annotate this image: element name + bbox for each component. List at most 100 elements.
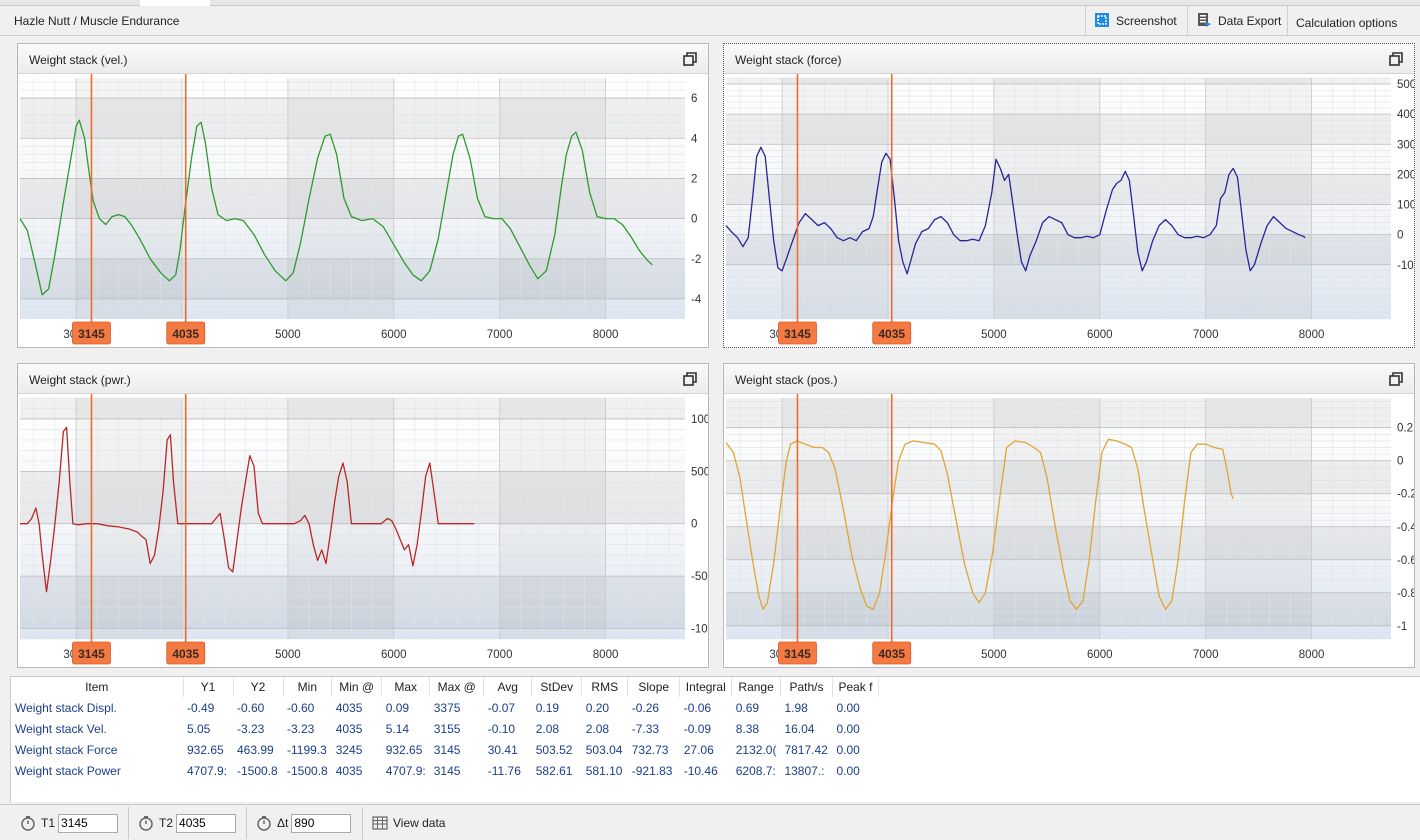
table-cell: 0.00 [836,763,860,778]
chart-pwr[interactable]: 1000050000-5000-100003000500060007000800… [18,394,708,667]
t2-input[interactable] [176,813,237,833]
column-header[interactable]: Y1 [183,677,234,697]
table-row[interactable]: Weight stack Force 932.65 463.99 -1199.3 324… [11,739,878,760]
y-tick-label: 5000 [691,466,708,478]
screenshot-label: Screenshot [1116,14,1177,28]
table-cell: -921.83 [631,763,673,778]
table-cell: 1.98 [784,700,808,715]
column-header[interactable]: Slope [627,677,681,697]
active-tab[interactable] [140,0,210,6]
divider [362,807,363,839]
table-cell: -3.23 [237,721,265,736]
table-row[interactable]: Weight stack Power 4707.9: -1500.8 -1500.8 4… [11,760,878,781]
calculation-options-button[interactable]: Calculation options [1287,6,1405,36]
cursor-tag-t1[interactable] [72,321,111,345]
column-header[interactable]: Integral [679,677,733,697]
grid-band [499,78,606,319]
table-cell: 16.04 [784,721,815,736]
column-header[interactable]: Avg [483,677,533,697]
grid-band [726,174,1391,205]
y-tick-label: -10000 [691,624,708,636]
y-tick-label: 4000 [1397,109,1414,121]
y-tick-label: -2 [691,254,701,266]
column-header[interactable]: Item [11,677,184,697]
panel-force: Weight stack (force) 5000 4000 3000 2000 100… [723,43,1415,348]
y-tick-label: 0 [691,214,697,226]
maximize-icon[interactable] [1388,51,1404,67]
table-cell: -11.76 [487,763,521,778]
column-header[interactable]: Y2 [233,677,284,697]
table-cell: -0.06 [683,700,712,715]
y-tick-label: -0.4 [1397,522,1414,534]
page-title: Hazle Nutt / Muscle Endurance [14,14,180,28]
table-cell: 2.08 [535,721,560,736]
screenshot-button[interactable]: Screenshot [1085,6,1185,36]
x-tick-label: 5000 [275,649,301,661]
maximize-icon[interactable] [1388,371,1404,387]
y-tick-label: -0.2 [1397,489,1414,501]
column-header[interactable]: Range [731,677,781,697]
y-tick-label: 0 [1397,456,1403,468]
cursor-tag-t2[interactable] [166,641,206,665]
table-row[interactable]: Weight stack Displ. -0.49 -0.60 -0.60 4035 0.… [11,697,878,718]
chart-force[interactable]: 500040003000200010000-100030005000600070… [724,74,1414,347]
dt-control: Δt [256,811,352,835]
panel-pwr: Weight stack (pwr.) 10000 5000 0 -5000 -1000… [17,363,709,668]
stopwatch-icon [139,816,153,831]
cursor-tag-t2[interactable] [166,321,206,345]
cursor-label-t2: 4035 [878,647,905,661]
table-cell: 6208.7: [735,763,776,778]
table-row[interactable]: Weight stack Vel. 5.05 -3.23 -3.23 4035 5.14 3… [11,718,878,739]
t1-input[interactable] [58,813,119,833]
column-header[interactable]: Peak f [832,677,879,697]
y-tick-label: 6 [691,93,697,105]
cursor-tag-t1[interactable] [72,641,111,665]
stopwatch-icon [257,816,271,831]
series-line [725,438,1234,610]
cursor-label-t2: 4035 [172,647,199,661]
column-header[interactable]: StDev [531,677,583,697]
table-cell: 732.73 [631,742,669,757]
maximize-icon[interactable] [682,371,698,387]
table-cell: -0.07 [487,700,516,715]
column-header[interactable]: Path/s [780,677,833,697]
cursor-tag-t1[interactable] [778,641,817,665]
column-header[interactable]: Min @ [331,677,383,697]
table-icon [372,816,388,830]
plot-area [726,398,1391,639]
column-header[interactable]: Max [381,677,431,697]
data-export-icon [1196,12,1212,31]
x-tick-label: 8000 [593,649,619,661]
table-cell: 3245 [335,742,363,757]
table-cell: 3145 [433,742,461,757]
series-line [19,119,653,296]
panel-pos: Weight stack (pos.) 0.2 0 -0.2 -0.4 -0.6 -0.8… [723,363,1415,668]
column-header[interactable]: Max @ [429,677,485,697]
y-tick-label: -0.6 [1397,555,1414,567]
divider [128,807,129,839]
view-data-button[interactable]: View data [372,811,445,835]
dt-input[interactable] [291,813,352,833]
cursor-label-t1: 3145 [784,327,811,341]
table-cell: -7.33 [631,721,660,736]
table-cell: 932.65 [385,742,423,757]
grid-band [20,98,685,139]
table-cell: 7817.42 [784,742,828,757]
cursor-tag-t2[interactable] [872,321,912,345]
chart-pos[interactable]: 0.20-0.2-0.4-0.6-0.8-1300050006000700080… [724,394,1414,667]
grid-band [20,576,685,629]
cursor-tag-t1[interactable] [778,321,817,345]
panel-title-bar: Weight stack (pos.) [724,364,1414,394]
data-export-button[interactable]: Data Export [1187,6,1289,36]
cursor-tag-t2[interactable] [872,641,912,665]
series-line [20,426,475,593]
table-cell: 4707.9: [385,763,426,778]
stopwatch-icon [21,816,35,831]
column-header[interactable]: Min [283,677,333,697]
grid-band [993,398,1100,639]
maximize-icon[interactable] [682,51,698,67]
panel-title: Weight stack (force) [735,53,842,67]
x-tick-label: 6000 [1087,329,1113,341]
column-header[interactable]: RMS [581,677,629,697]
